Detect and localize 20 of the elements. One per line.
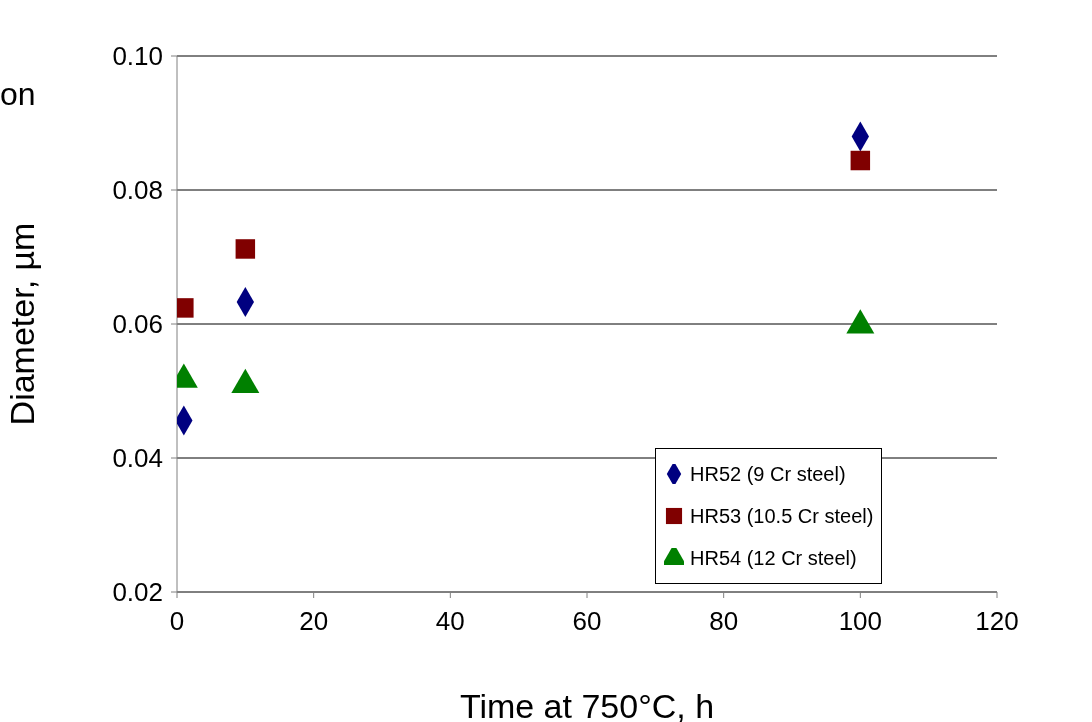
y-tick-label: 0.04 [112,443,163,474]
point [850,150,871,171]
x-tick-label: 0 [169,606,185,637]
x-tick-label: 40 [435,606,465,637]
x-tick-label: 100 [838,606,883,637]
legend-label: HR52 (9 Cr steel) [690,462,846,486]
y-tick-label: 0.10 [112,41,163,72]
y-tick-label: 0.06 [112,309,163,340]
x-tick-label: 60 [572,606,602,637]
legend-label: HR54 (12 Cr steel) [690,546,857,570]
y-tick-label: 0.02 [112,577,163,608]
x-axis-title: Time at 750°C, h [459,687,715,722]
point [235,239,256,259]
text: on [0,76,36,113]
x-tick-label: 20 [299,606,329,637]
legend-label: HR53 (10.5 Cr steel) [690,504,874,528]
x-tick-label: 120 [975,606,1019,637]
y-tick-label: 0.08 [112,175,163,206]
y-axis-title: Diameter, µm [3,222,42,426]
x-tick-label: 80 [709,606,739,637]
